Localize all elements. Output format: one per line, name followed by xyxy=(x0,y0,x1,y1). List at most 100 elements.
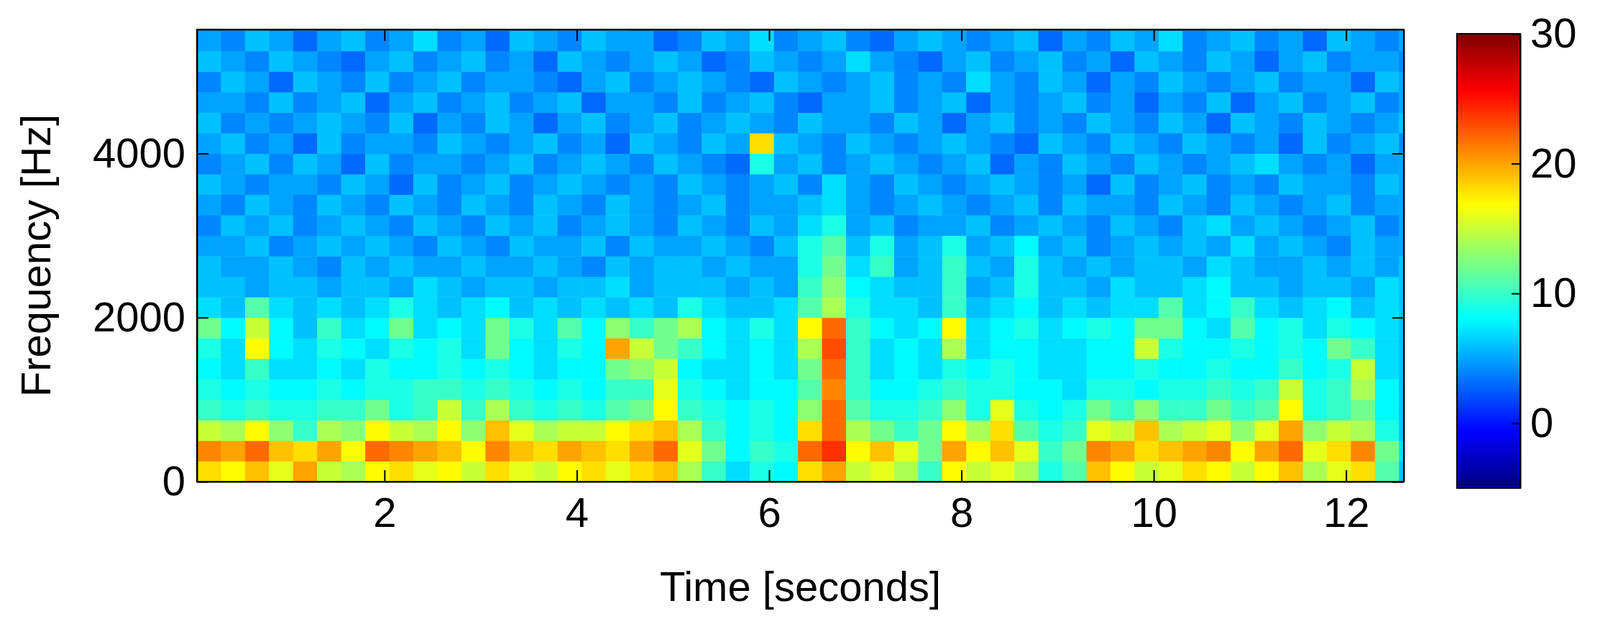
cell xyxy=(1014,255,1039,277)
cell xyxy=(557,214,583,236)
cell xyxy=(1326,92,1352,113)
cell xyxy=(557,378,583,400)
cell xyxy=(316,276,342,298)
cell xyxy=(293,378,318,400)
cell xyxy=(485,92,510,113)
cell xyxy=(365,378,390,400)
cell xyxy=(1086,30,1112,52)
cell xyxy=(1254,399,1280,421)
cell xyxy=(245,255,270,277)
cell xyxy=(1303,276,1328,298)
tick-mark xyxy=(1511,422,1521,425)
cell xyxy=(725,317,751,339)
cell xyxy=(1062,317,1087,339)
cell xyxy=(581,358,606,380)
cell xyxy=(1278,214,1304,236)
cell xyxy=(677,153,703,175)
cell xyxy=(701,358,726,380)
cell xyxy=(846,92,871,113)
cell xyxy=(942,255,967,277)
cell xyxy=(533,419,558,441)
cell xyxy=(245,317,270,339)
cell xyxy=(1326,132,1352,154)
cell xyxy=(1182,194,1207,216)
tick-mark xyxy=(196,316,209,319)
cell xyxy=(437,255,462,277)
cell xyxy=(1038,296,1064,318)
cell xyxy=(942,296,967,318)
cell xyxy=(1230,153,1255,175)
cell xyxy=(1182,419,1207,441)
cell xyxy=(605,51,631,72)
cell xyxy=(1254,440,1280,462)
cell xyxy=(581,337,606,359)
cell xyxy=(749,71,775,93)
cell xyxy=(1182,235,1207,257)
tick: 10 xyxy=(1511,268,1577,316)
cell xyxy=(701,255,726,277)
cell xyxy=(316,71,342,93)
cell xyxy=(1182,214,1207,236)
cell xyxy=(1303,71,1328,93)
cell xyxy=(1230,112,1255,133)
cell xyxy=(341,92,366,113)
cell xyxy=(966,194,991,216)
cell xyxy=(533,358,558,380)
cell xyxy=(1086,132,1112,154)
cell xyxy=(533,378,558,400)
cell xyxy=(316,92,342,113)
cell xyxy=(822,194,847,216)
cell xyxy=(966,92,991,113)
cell xyxy=(917,194,943,216)
cell xyxy=(1182,460,1207,482)
cell xyxy=(293,51,318,72)
cell xyxy=(966,337,991,359)
cell xyxy=(1326,71,1352,93)
cell xyxy=(749,337,775,359)
cell xyxy=(220,317,246,339)
cell xyxy=(990,30,1015,52)
cell xyxy=(1158,337,1184,359)
cell xyxy=(1158,235,1184,257)
cell xyxy=(629,337,655,359)
cell xyxy=(822,214,847,236)
cell xyxy=(990,399,1015,421)
cell xyxy=(245,194,270,216)
cell xyxy=(316,440,342,462)
cell xyxy=(1182,399,1207,421)
cell xyxy=(1062,235,1087,257)
cell xyxy=(365,112,390,133)
cell xyxy=(1158,460,1184,482)
cell xyxy=(822,153,847,175)
cell xyxy=(1254,30,1280,52)
cell xyxy=(196,337,222,359)
cell xyxy=(1375,276,1400,298)
cell xyxy=(1086,317,1112,339)
cell xyxy=(220,358,246,380)
cell xyxy=(1254,92,1280,113)
cell xyxy=(316,399,342,421)
cell xyxy=(1303,460,1328,482)
tick-label: 0 xyxy=(162,457,186,504)
cell xyxy=(461,337,486,359)
cell xyxy=(1375,132,1400,154)
cell xyxy=(1326,460,1352,482)
cell xyxy=(413,214,438,236)
cell xyxy=(917,173,943,195)
cell xyxy=(461,460,486,482)
cell xyxy=(701,132,726,154)
cell xyxy=(605,194,631,216)
cell xyxy=(1398,235,1404,257)
cell xyxy=(245,51,270,72)
cell xyxy=(846,153,871,175)
cell xyxy=(196,153,222,175)
cell xyxy=(1206,317,1232,339)
cell xyxy=(846,71,871,93)
cell xyxy=(1303,399,1328,421)
cell xyxy=(1038,92,1064,113)
cell xyxy=(1350,296,1376,318)
cell xyxy=(220,214,246,236)
cell xyxy=(509,153,535,175)
cell xyxy=(220,194,246,216)
cell xyxy=(605,276,631,298)
